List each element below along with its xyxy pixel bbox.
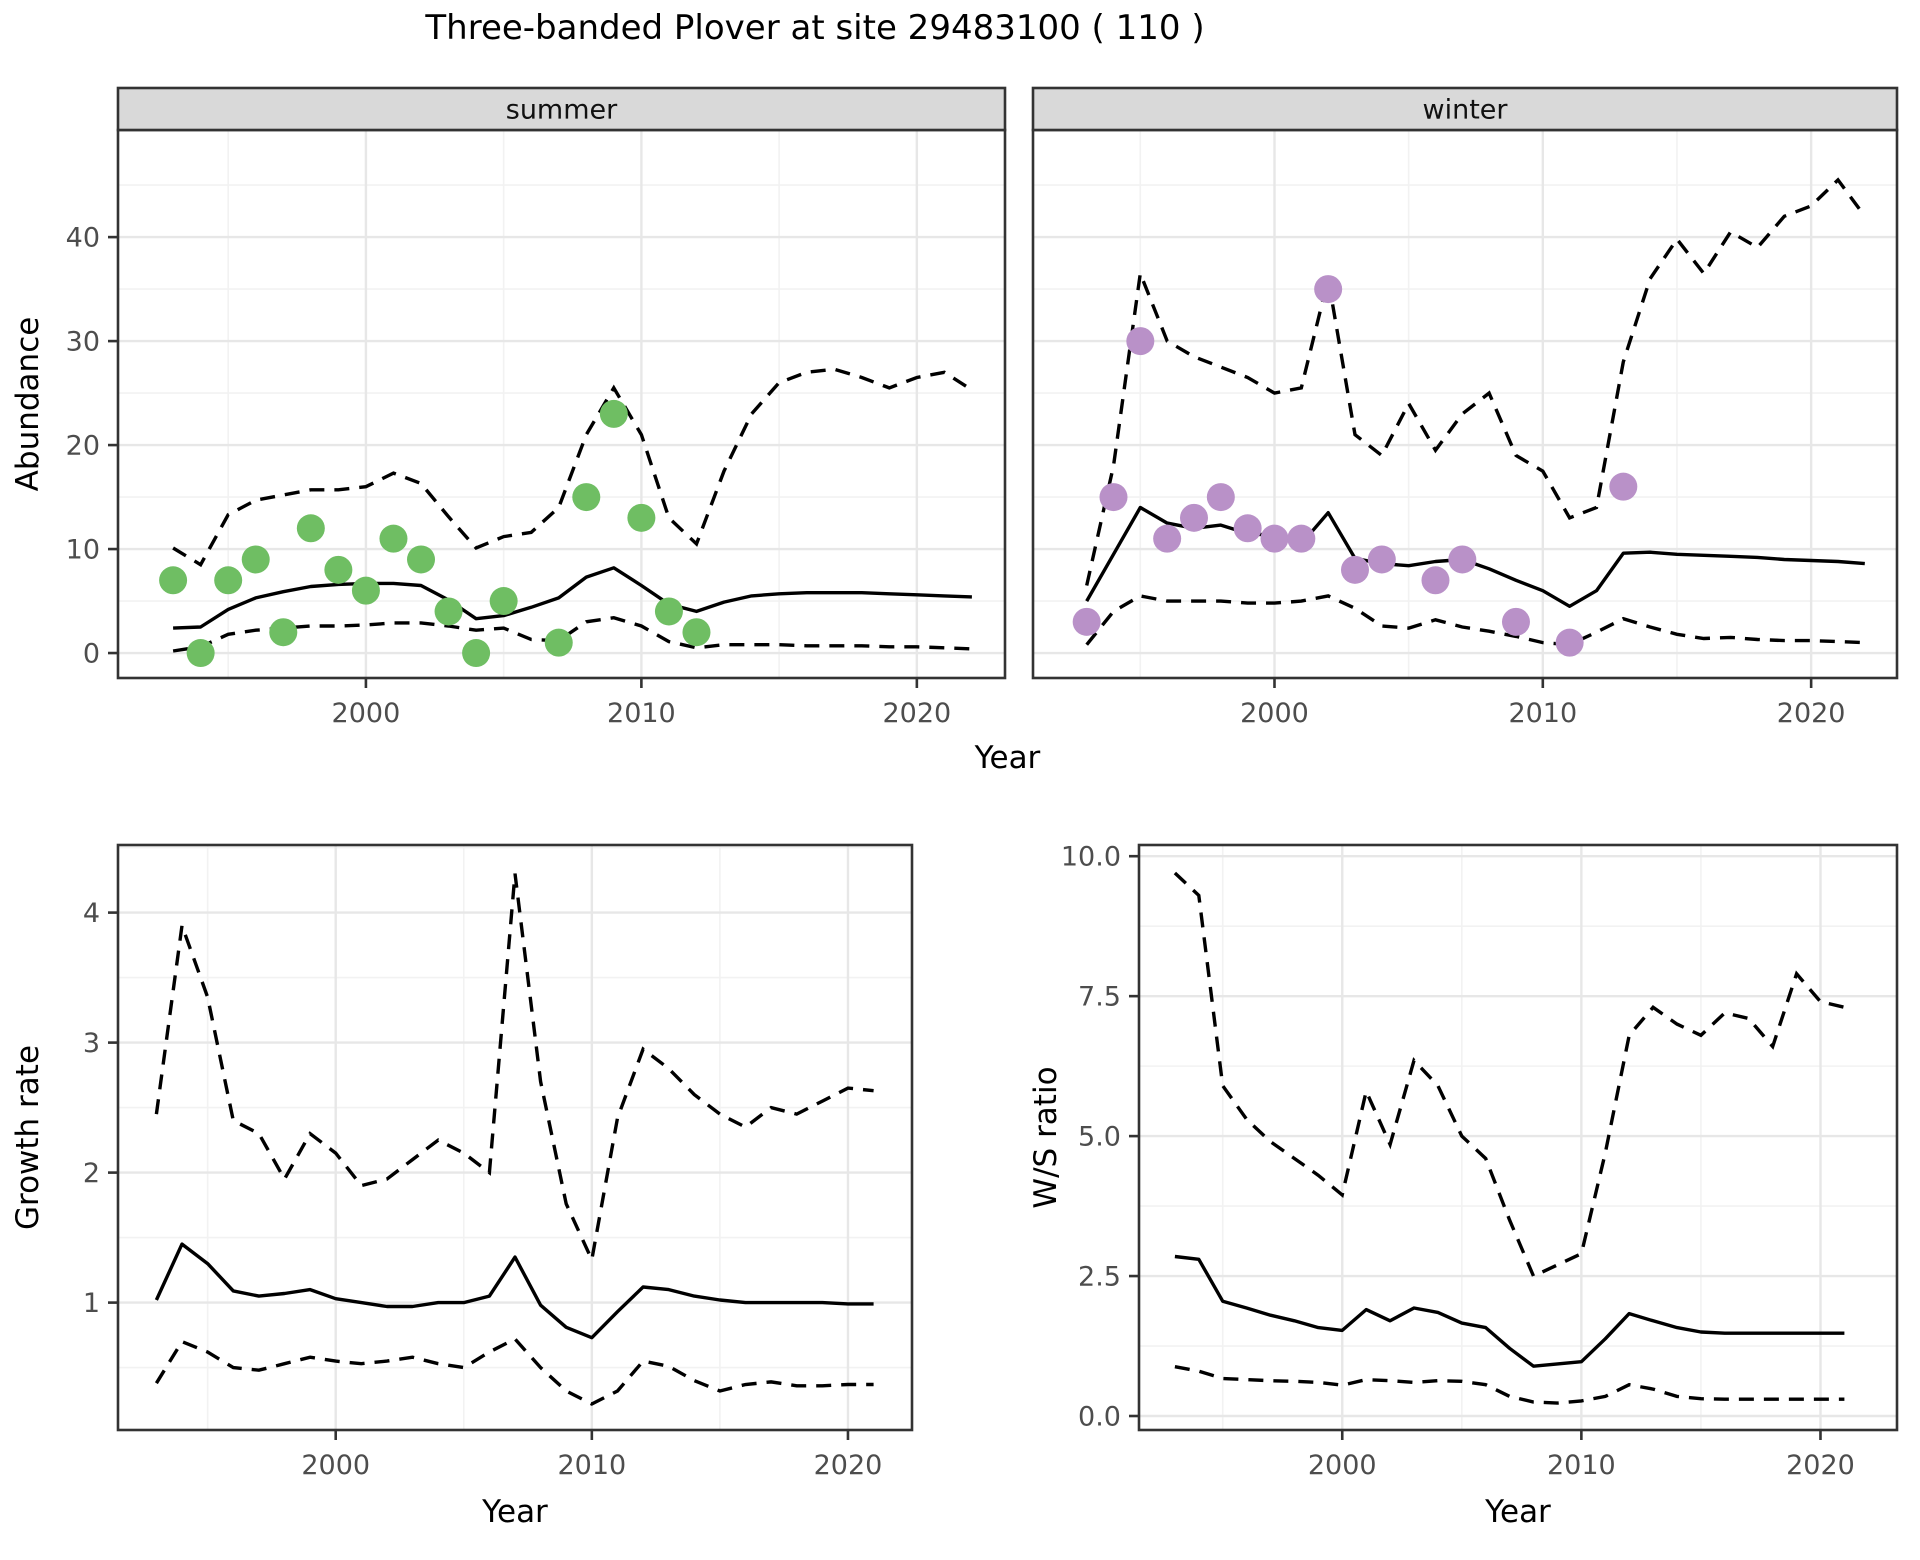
x-tick-label: 2010 xyxy=(607,698,676,729)
obs-point-winter xyxy=(1501,607,1530,636)
fit-line-ws-ratio xyxy=(1174,1254,1845,1368)
y-tick-label: 10.0 xyxy=(1061,842,1121,873)
obs-point-summer xyxy=(462,639,491,668)
panel-summer xyxy=(118,130,1005,678)
fit-line-winter xyxy=(1085,505,1865,608)
obs-point-winter xyxy=(1099,483,1128,512)
x-tick-label: 2010 xyxy=(1508,698,1577,729)
x-tick-label: 2000 xyxy=(301,1450,370,1481)
ci-lower-line-summer xyxy=(172,615,972,653)
obs-point-winter xyxy=(1287,524,1316,553)
obs-point-summer xyxy=(407,545,436,574)
ci-lower-line-growth-rate xyxy=(154,1336,874,1406)
y-tick-label: 0 xyxy=(83,638,100,669)
obs-point-summer xyxy=(599,399,628,428)
facet-strip-summer xyxy=(116,86,1007,132)
obs-point-summer xyxy=(241,545,270,574)
y-axis-title-abundance: Abundance xyxy=(10,317,46,492)
x-tick-label: 2000 xyxy=(1240,698,1309,729)
figure-title: Three-banded Plover at site 29483100 ( 1… xyxy=(425,8,1205,48)
ci-upper-line-ws-ratio xyxy=(1173,871,1845,1279)
x-axis-title-year-top: Year xyxy=(974,740,1041,776)
facet-strip-label-winter: winter xyxy=(1423,94,1509,125)
x-tick-label: 2020 xyxy=(1777,698,1846,729)
y-tick-label: 0.0 xyxy=(1078,1401,1121,1432)
panel-growth-rate xyxy=(118,845,912,1430)
obs-point-winter xyxy=(1609,472,1638,501)
y-tick-label: 1 xyxy=(83,1288,100,1319)
y-axis-title-ws-ratio: W/S ratio xyxy=(1028,1066,1064,1208)
y-tick-label: 20 xyxy=(66,431,100,462)
panel-ws-ratio xyxy=(1139,845,1897,1430)
x-tick-label: 2000 xyxy=(332,698,401,729)
facet-strip-label-summer: summer xyxy=(506,94,618,125)
ci-upper-line-summer xyxy=(172,367,973,568)
obs-point-summer xyxy=(489,587,518,616)
obs-point-winter xyxy=(1340,555,1369,584)
obs-point-winter xyxy=(1367,545,1396,574)
obs-point-summer xyxy=(434,597,463,626)
obs-point-summer xyxy=(654,597,683,626)
y-tick-label: 7.5 xyxy=(1078,982,1121,1013)
obs-point-winter xyxy=(1126,327,1155,356)
y-tick-label: 10 xyxy=(66,535,100,566)
fit-line-growth-rate xyxy=(154,1242,874,1340)
y-tick-label: 4 xyxy=(83,898,100,929)
panel-winter xyxy=(1033,130,1897,678)
y-tick-label: 2 xyxy=(83,1158,100,1189)
obs-point-winter xyxy=(1153,524,1182,553)
obs-point-summer xyxy=(296,514,325,543)
obs-point-summer xyxy=(269,618,298,647)
obs-point-winter xyxy=(1233,514,1262,543)
obs-point-summer xyxy=(544,628,573,657)
panel-border-growth-rate xyxy=(116,843,914,1432)
obs-point-summer xyxy=(351,576,380,605)
obs-point-summer xyxy=(159,566,188,595)
obs-point-winter xyxy=(1314,275,1343,304)
ci-upper-line-growth-rate xyxy=(154,873,874,1266)
obs-point-summer xyxy=(682,618,711,647)
facet-strip-winter xyxy=(1031,86,1899,132)
obs-point-summer xyxy=(214,566,243,595)
x-axis-title-year-growth: Year xyxy=(481,1494,548,1530)
y-tick-label: 40 xyxy=(66,223,100,254)
y-tick-label: 2.5 xyxy=(1078,1262,1121,1293)
x-tick-label: 2020 xyxy=(814,1450,883,1481)
ci-lower-line-winter xyxy=(1085,594,1865,647)
obs-point-winter xyxy=(1421,566,1450,595)
obs-point-winter xyxy=(1179,503,1208,532)
ci-lower-line-ws-ratio xyxy=(1174,1365,1845,1405)
x-tick-label: 2000 xyxy=(1308,1450,1377,1481)
x-tick-label: 2010 xyxy=(1547,1450,1616,1481)
obs-point-winter xyxy=(1206,483,1235,512)
x-axis-title-year-ws: Year xyxy=(1484,1494,1551,1530)
obs-point-summer xyxy=(324,555,353,584)
y-tick-label: 5.0 xyxy=(1078,1122,1121,1153)
fit-line-summer xyxy=(173,566,972,630)
obs-point-winter xyxy=(1448,545,1477,574)
y-tick-label: 30 xyxy=(66,327,100,358)
y-axis-title-growth-rate: Growth rate xyxy=(10,1045,46,1230)
obs-point-summer xyxy=(379,524,408,553)
x-tick-label: 2020 xyxy=(1786,1450,1855,1481)
obs-point-winter xyxy=(1555,628,1584,657)
obs-point-summer xyxy=(627,503,656,532)
obs-point-winter xyxy=(1260,524,1289,553)
x-tick-label: 2020 xyxy=(882,698,951,729)
x-tick-label: 2010 xyxy=(557,1450,626,1481)
obs-point-winter xyxy=(1072,607,1101,636)
panel-border-ws-ratio xyxy=(1137,843,1899,1432)
obs-point-summer xyxy=(572,483,601,512)
y-tick-label: 3 xyxy=(83,1028,100,1059)
obs-point-summer xyxy=(186,639,215,668)
